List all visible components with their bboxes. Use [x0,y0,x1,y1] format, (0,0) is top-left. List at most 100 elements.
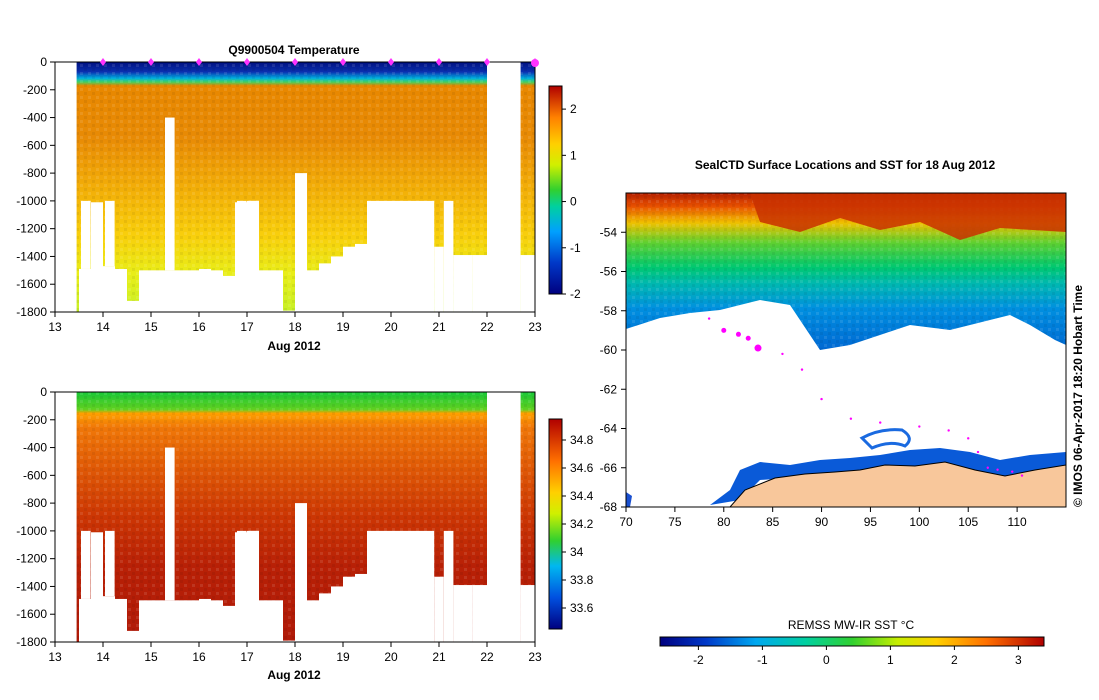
profile-depth-gap [520,585,535,642]
x-tick-label: 14 [96,650,110,664]
lon-tick-label: 95 [864,515,878,529]
temperature-colorbar-ticks: 2 1 0 -1 -2 [562,102,581,301]
track-point [879,421,882,424]
lon-tick-label: 80 [717,515,731,529]
x-tick-label: 15 [144,320,158,334]
x-tick-label: 15 [144,650,158,664]
y-tick-label: -1400 [16,249,47,263]
x-tick-label: 19 [336,320,350,334]
lat-tick-label: -58 [600,304,618,318]
profile-depth-gap [355,243,367,312]
temperature-section-panel: Q9900504 Temperature 0 -200 -400 -600 -800 -1… [16,43,581,353]
colorbar-tick-label: -2 [570,287,581,301]
y-tick-label: -1000 [16,194,47,208]
profile-depth-gap [127,630,139,642]
y-tick-label: -1200 [16,222,47,236]
no-data-start-region [55,62,77,312]
salinity-colorbar-ticks: 34.8 34.6 34.4 34.2 34 33.8 33.6 [562,433,594,615]
colorbar-tick-label: 34.6 [570,461,594,475]
profile-missing-segment [249,200,259,271]
x-tick-label: 18 [288,320,302,334]
map-title: SealCTD Surface Locations and SST for 18… [695,158,996,172]
profile-depth-gap [223,275,235,312]
salinity-data-gaps [55,392,535,642]
profile-depth-gap [331,586,343,642]
y-tick-label: -600 [23,468,47,482]
profile-missing-segment [105,200,115,267]
x-tick-label: 13 [48,320,62,334]
map-corner-ice [626,492,632,507]
profile-time-marker [292,58,298,66]
profile-depth-gap [295,503,307,642]
lon-tick-label: 110 [1008,515,1027,529]
profile-depth-gap [151,600,163,642]
profile-missing-segment [165,117,175,271]
profile-depth-gap [91,202,103,312]
salinity-x-axis: 13 14 15 16 17 18 19 20 21 22 23 [48,642,542,664]
x-tick-label: 14 [96,320,110,334]
profile-depth-gap [319,593,331,642]
profile-depth-gap [139,600,151,642]
profile-time-marker [484,58,490,66]
track-point [721,327,727,333]
y-tick-label: -1600 [16,607,47,621]
y-tick-label: -1800 [16,635,47,649]
profile-depth-gap [187,600,199,642]
track-point [996,468,999,471]
track-point [947,429,950,432]
profile-depth-gap [103,266,115,312]
profile-depth-gap [175,270,187,312]
profile-depth-gap [283,640,295,642]
profile-depth-gap [343,576,355,642]
profile-depth-gap [271,600,283,642]
y-tick-label: -600 [23,138,47,152]
sst-colorbar-tick-label: 0 [823,653,830,667]
lon-tick-label: 100 [909,515,929,529]
sst-warm-patch [750,193,1066,240]
profile-time-marker [100,58,106,66]
antarctic-shelf [729,461,1066,507]
profile-depth-gap [151,270,163,312]
y-tick-label: -200 [23,83,47,97]
profile-depth-gap [443,200,454,312]
colorbar-tick-label: 0 [570,195,577,209]
profile-depth-gap [211,270,223,312]
x-tick-label: 22 [480,650,494,664]
track-point [707,317,711,320]
profile-depth-gap [211,600,223,642]
profile-depth-gap [91,532,103,642]
seal-track [707,317,1024,477]
map-longitude-axis: 70 75 80 85 90 95 100 105 110 [619,507,1027,529]
salinity-y-axis: 0 -200 -400 -600 -800 -1000 -1200 -1400 -1600 -18… [16,385,55,649]
x-tick-label: 17 [240,650,254,664]
profile-time-marker [436,58,442,66]
y-tick-label: -1600 [16,277,47,291]
profile-depth-gap [283,310,295,312]
x-tick-label: 17 [240,320,254,334]
lon-tick-label: 85 [766,515,780,529]
colorbar-tick-label: 33.8 [570,573,594,587]
y-tick-label: -800 [23,166,47,180]
profile-depth-gap [307,270,319,312]
profile-depth-gap [415,200,435,312]
lat-tick-label: -64 [600,422,618,436]
profile-depth-gap [271,270,283,312]
y-tick-label: -1200 [16,552,47,566]
lon-tick-label: 70 [619,515,633,529]
profile-depth-gap [367,200,391,312]
sst-colorbar-tick-label: -2 [693,653,704,667]
profile-time-marker [148,58,154,66]
y-tick-label: 0 [40,385,47,399]
x-tick-label: 18 [288,650,302,664]
x-tick-label: 21 [432,320,446,334]
track-point [781,352,784,356]
profile-time-marker [244,58,250,66]
profile-missing-segment [237,530,247,601]
profile-depth-gap [259,600,271,642]
x-tick-label: 13 [48,650,62,664]
x-tick-label: 16 [192,650,206,664]
y-tick-label: 0 [40,55,47,69]
temperature-y-axis: 0 -200 -400 -600 -800 -1000 -1200 -1400 -1600 -18… [16,55,55,319]
profile-depth-gap [453,255,473,312]
